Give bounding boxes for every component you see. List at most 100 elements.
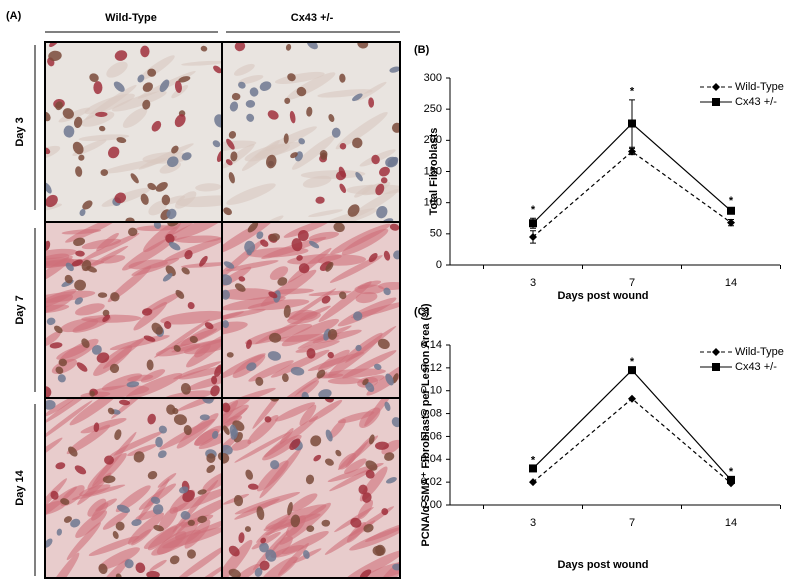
significance-mark: * [531,204,536,216]
nucleus [339,73,346,83]
nucleus [327,328,338,340]
fiber [222,539,253,578]
nucleus [277,277,288,286]
x-tick-label: 3 [530,277,536,289]
nucleus [375,183,385,196]
nucleus [287,502,293,516]
nucleus [142,82,154,92]
nucleus [291,238,303,252]
marker [727,206,735,215]
x-axis-label: Days post wound [557,290,648,302]
nucleus [114,192,127,204]
micrograph [44,397,223,579]
y-tick-label: 0,06 [421,430,442,442]
nucleus [204,322,214,330]
nucleus [183,425,192,436]
fiber [222,140,257,152]
nucleus [381,508,389,516]
nucleus [70,518,81,528]
nucleus [222,425,230,435]
significance-mark: * [630,86,635,98]
fiber [234,431,291,463]
fiber [283,222,331,238]
nucleus [260,537,267,544]
x-tick-label: 7 [629,277,635,289]
nucleus [244,240,256,254]
y-tick-label: 0,02 [421,476,442,488]
nucleus [147,68,157,77]
fiber [122,107,148,128]
fiber [222,222,275,255]
nucleus [75,250,85,257]
nucleus [73,237,86,247]
fiber [106,61,128,78]
fiber [337,411,375,424]
fiber [344,458,367,474]
fiber [187,562,222,578]
nucleus [225,159,233,166]
nucleus [116,504,130,513]
fiber [222,288,276,301]
nucleus [339,143,347,150]
nucleus [93,81,103,95]
nucleus [155,181,168,192]
nucleus [143,335,156,342]
nucleus [264,416,272,423]
fiber [163,390,213,398]
fiber [256,515,291,543]
nucleus [389,66,400,73]
nucleus [245,469,253,480]
fiber [341,228,389,256]
legend-label: Wild-Type [735,81,784,93]
nucleus [110,292,120,302]
fiber [238,74,264,85]
nucleus [246,339,252,349]
y-tick-label: 0 [436,259,442,271]
fiber [193,425,222,446]
nucleus [233,494,244,507]
nucleus [146,570,160,578]
nucleus [72,141,84,155]
y-tick-label: 0,14 [421,339,442,351]
fiber [295,340,340,353]
nucleus [339,291,347,300]
nucleus [245,100,256,108]
nucleus [306,348,316,359]
nucleus [365,469,375,479]
nucleus [391,417,400,428]
fiber [328,418,346,439]
nucleus [146,359,154,371]
fiber [149,559,167,572]
y-axis-label: Total Fibroblasts [428,128,440,216]
nucleus [256,231,264,239]
fiber [226,260,279,272]
fiber [66,424,111,455]
y-tick-label: 0,10 [421,385,442,397]
fiber [272,288,314,295]
marker [628,394,636,403]
fiber [180,262,222,268]
fiber [88,536,140,557]
nucleus [187,302,195,310]
nucleus [165,265,176,277]
nucleus [229,101,239,112]
nucleus [376,205,388,219]
y-tick-label: 100 [424,197,442,209]
nucleus [99,125,106,132]
nucleus [126,381,140,388]
nucleus [296,86,307,97]
nucleus [226,138,235,150]
nucleus [108,146,120,159]
y-tick-label: 0,08 [421,407,442,419]
nucleus [159,79,170,93]
fiber [160,310,222,325]
fiber [290,493,318,512]
fiber [127,444,157,457]
fiber [269,266,289,280]
nucleus [228,131,237,139]
nucleus [174,80,182,94]
fiber [156,531,187,555]
legend-marker [712,363,720,371]
nucleus [166,404,176,415]
frame [221,397,401,579]
